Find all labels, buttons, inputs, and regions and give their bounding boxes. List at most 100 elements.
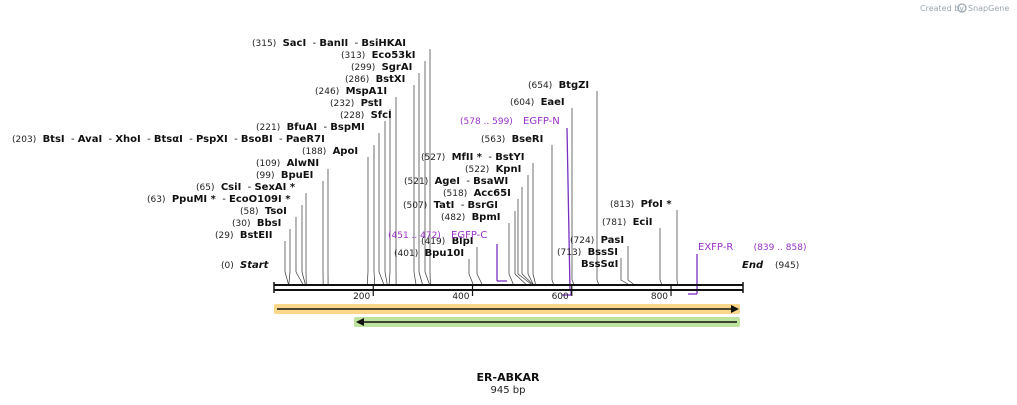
enzyme-name[interactable]: PfoI * <box>641 199 673 210</box>
enzyme-row-text[interactable]: (813) PfoI * <box>610 199 672 210</box>
enzyme-row-text[interactable]: (315) SacI - BanII - BsiHKAI <box>252 38 406 49</box>
enzyme-row-text[interactable]: (246) MspA1I <box>315 86 387 97</box>
enzyme-row-text[interactable]: (781) EciI <box>602 217 652 228</box>
enzyme-name[interactable]: PstI <box>361 98 383 109</box>
enzyme-row[interactable]: (58) TsoI <box>240 206 287 217</box>
enzyme-row[interactable]: (724) PasI <box>570 235 624 246</box>
enzyme-name[interactable]: AlwNI <box>287 158 320 169</box>
enzyme-name[interactable]: BtsI <box>43 134 65 145</box>
enzyme-row-text[interactable]: (521) AgeI - BsaWI <box>404 176 508 187</box>
enzyme-row[interactable]: (228) SfcI <box>340 110 392 121</box>
enzyme-row[interactable]: (563) BseRI <box>481 134 543 145</box>
enzyme-row[interactable]: (109) AlwNI <box>256 158 319 169</box>
enzyme-row[interactable]: (813) PfoI * <box>610 199 672 210</box>
enzyme-name[interactable]: BspMI <box>330 122 364 133</box>
enzyme-row-text[interactable]: (228) SfcI <box>340 110 392 121</box>
enzyme-name[interactable]: SgrAI <box>382 62 413 73</box>
enzyme-name[interactable]: BlpI <box>452 236 474 247</box>
enzyme-row-text[interactable]: (563) BseRI <box>481 134 543 145</box>
enzyme-row[interactable]: (781) EciI <box>602 217 652 228</box>
enzyme-name[interactable]: SexAI * <box>254 182 295 193</box>
enzyme-name[interactable]: MspA1I <box>346 86 387 97</box>
enzyme-row-text[interactable]: (522) KpnI <box>465 164 521 175</box>
enzyme-name[interactable]: AgeI <box>435 176 460 187</box>
enzyme-row-text[interactable]: (221) BfuAI - BspMI <box>256 122 365 133</box>
enzyme-row[interactable]: (299) SgrAI <box>351 62 412 73</box>
enzyme-row-text[interactable]: (518) Acc65I <box>443 188 511 199</box>
enzyme-row-text[interactable]: (65) CsiI - SexAI * <box>196 182 296 193</box>
enzyme-name[interactable]: EciI <box>633 217 653 228</box>
enzyme-row[interactable]: (30) BbsI <box>232 218 281 229</box>
enzyme-row[interactable]: (527) MfII * - BstYI <box>421 152 525 163</box>
enzyme-row[interactable]: (221) BfuAI - BspMI <box>256 122 365 133</box>
enzyme-row-text[interactable]: (299) SgrAI <box>351 62 412 73</box>
enzyme-name[interactable]: BssSαI <box>581 259 618 270</box>
enzyme-name[interactable]: BstXI <box>376 74 406 85</box>
enzyme-row-text[interactable]: (109) AlwNI <box>256 158 319 169</box>
enzyme-name[interactable]: BsiHKAI <box>361 38 406 49</box>
feature-egfp-c[interactable]: (451 .. 472) EGFP-C <box>388 223 487 242</box>
enzyme-row-text[interactable]: (203) BtsI - AvaI - XhoI - BtsαI - PspXI… <box>12 134 325 145</box>
enzyme-row[interactable]: (419) BlpI <box>421 236 474 247</box>
enzyme-row[interactable]: (203) BtsI - AvaI - XhoI - BtsαI - PspXI… <box>12 134 325 145</box>
enzyme-name[interactable]: EaeI <box>541 97 565 108</box>
enzyme-row[interactable]: (713) BssSI <box>557 247 618 258</box>
forward-orf-arrow[interactable] <box>274 304 740 314</box>
enzyme-row-text[interactable]: (419) BlpI <box>421 236 474 247</box>
enzyme-name[interactable]: BanII <box>319 38 348 49</box>
enzyme-name[interactable]: Bpu10I <box>425 248 465 259</box>
enzyme-row-text[interactable]: (313) Eco53kI <box>341 50 415 61</box>
enzyme-name[interactable]: XhoI <box>115 134 140 145</box>
enzyme-row[interactable]: (188) ApoI <box>302 146 358 157</box>
enzyme-row[interactable]: (315) SacI - BanII - BsiHKAI <box>252 38 406 49</box>
enzyme-row-text[interactable]: (63) PpuMI * - EcoO109I * <box>147 194 291 205</box>
enzyme-name[interactable]: BbsI <box>257 218 281 229</box>
enzyme-row-text[interactable]: (99) BpuEI <box>256 170 313 181</box>
enzyme-name[interactable]: BstYI <box>495 152 524 163</box>
enzyme-row[interactable]: (99) BpuEI <box>256 170 313 181</box>
enzyme-name[interactable]: BtgZI <box>559 80 590 91</box>
feature-exfp-r[interactable]: EXFP-R (839 .. 858) <box>698 235 806 254</box>
enzyme-name[interactable]: BsoBI <box>241 134 273 145</box>
enzyme-row-text[interactable]: (232) PstI <box>330 98 382 109</box>
enzyme-name[interactable]: TsoI <box>265 206 287 217</box>
enzyme-row[interactable]: (507) TatI - BsrGI <box>403 200 498 211</box>
feature-label[interactable]: EXFP-R (839 .. 858) <box>698 235 806 254</box>
enzyme-row[interactable]: (286) BstXI <box>345 74 405 85</box>
enzyme-name[interactable]: AvaI <box>78 134 102 145</box>
enzyme-row[interactable]: (654) BtgZI <box>528 80 589 91</box>
feature-label[interactable]: (578 .. 599) EGFP-N <box>460 109 560 128</box>
enzyme-row-text[interactable]: (401) Bpu10I <box>394 248 464 259</box>
enzyme-name[interactable]: BpuEI <box>281 170 313 181</box>
enzyme-name[interactable]: BseRI <box>512 134 544 145</box>
enzyme-row-text[interactable]: (507) TatI - BsrGI <box>403 200 498 211</box>
enzyme-name[interactable]: PspXI <box>196 134 228 145</box>
enzyme-name[interactable]: TatI <box>434 200 455 211</box>
enzyme-row[interactable]: (482) BpmI <box>441 212 500 223</box>
enzyme-row[interactable]: (604) EaeI <box>510 97 565 108</box>
enzyme-row-text[interactable]: (30) BbsI <box>232 218 281 229</box>
enzyme-row[interactable]: (65) CsiI - SexAI * <box>196 182 296 193</box>
enzyme-name[interactable]: SacI <box>283 38 307 49</box>
enzyme-row[interactable]: (29) BstEII <box>215 230 272 241</box>
enzyme-row[interactable]: (246) MspA1I <box>315 86 387 97</box>
enzyme-row-text[interactable]: (482) BpmI <box>441 212 500 223</box>
enzyme-row-text[interactable]: (724) PasI <box>570 235 624 246</box>
enzyme-name[interactable]: Eco53kI <box>372 50 416 61</box>
enzyme-row-text[interactable]: (188) ApoI <box>302 146 358 157</box>
enzyme-row-text[interactable]: (604) EaeI <box>510 97 565 108</box>
feature-egfp-n[interactable]: (578 .. 599) EGFP-N <box>460 109 560 128</box>
enzyme-row-text[interactable]: (286) BstXI <box>345 74 405 85</box>
enzyme-row[interactable]: BssSαI <box>581 259 618 270</box>
enzyme-row[interactable]: (313) Eco53kI <box>341 50 415 61</box>
enzyme-name[interactable]: BssSI <box>588 247 618 258</box>
enzyme-name[interactable]: BfuAI <box>287 122 318 133</box>
enzyme-row-text[interactable]: (527) MfII * - BstYI <box>421 152 525 163</box>
enzyme-row[interactable]: (63) PpuMI * - EcoO109I * <box>147 194 291 205</box>
enzyme-row[interactable]: (401) Bpu10I <box>394 248 464 259</box>
enzyme-name[interactable]: EcoO109I * <box>229 194 291 205</box>
enzyme-name[interactable]: BstEII <box>240 230 273 241</box>
enzyme-row-text[interactable]: (58) TsoI <box>240 206 287 217</box>
enzyme-name[interactable]: BsrGI <box>468 200 498 211</box>
enzyme-row[interactable]: (518) Acc65I <box>443 188 511 199</box>
